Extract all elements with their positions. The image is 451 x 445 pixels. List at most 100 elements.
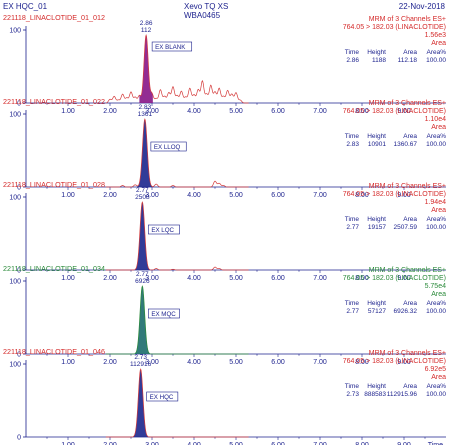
x-tick-label: 3.00 [145,442,159,445]
x-tick-label: 8.00 [355,442,369,445]
sample-label-box [148,224,180,235]
panel-file-name: 221118_LINACLOTIDE_01_034 [3,264,105,273]
panel-transition: 764.05 > 182.03 (LINACLOTIDE) [343,24,446,31]
sample-label: EX LLOQ [154,144,181,151]
x-tick-label: 4.00 [187,108,201,115]
panel-method: MRM of 3 Channels ES+ [369,100,446,107]
table-cell: 888583 [364,391,386,398]
chromatogram-panel-5: 221118_LINACLOTIDE_01_046 MRM of 3 Channe… [3,347,446,445]
table-header: Time [345,383,360,390]
table-cell: 100.00 [426,141,446,148]
report-date: 22-Nov-2018 [398,2,445,11]
apex-area-label: 112916 [130,361,152,368]
x-tick-label: 4.00 [187,442,201,445]
table-cell: 57127 [368,308,386,315]
panel-detection: Area [431,207,446,214]
table-header: Area% [426,216,446,223]
x-tick-label: 4.00 [187,275,201,282]
panel-transition: 764.05 > 182.03 (LINACLOTIDE) [343,358,446,365]
apex-area-label: 6926 [135,278,150,285]
sample-label: EX BLANK [155,44,186,51]
table-cell: 1188 [372,57,386,64]
x-tick-label: 6.00 [271,359,285,366]
table-cell: 2.73 [346,391,359,398]
x-tick-label: 1.00 [61,275,75,282]
apex-time-label: 2.73 [134,354,147,361]
x-tick-label: 2.00 [103,442,117,445]
x-tick-label: 9.00 [397,442,411,445]
sample-label: EX LQC [151,227,174,234]
panel-intensity: 5.75e4 [425,283,447,290]
x-tick-label: 9.00 [397,275,411,282]
y-tick-label: 0 [17,101,21,108]
apex-time-label: 2.83 [139,104,152,111]
table-header: Height [367,216,386,223]
y-tick-label: 0 [17,268,21,275]
x-tick-label: 8.00 [355,108,369,115]
x-tick-label: 6.00 [271,275,285,282]
x-tick-label: 7.00 [313,108,327,115]
apex-time-label: 2.86 [140,20,153,27]
y-tick-label: 100 [9,362,21,369]
x-tick-label: 3.00 [145,359,159,366]
panel-file-name: 221118_LINACLOTIDE_01_022 [3,97,105,106]
x-tick-label: 9.00 [397,192,411,199]
table-header: Area [403,300,417,307]
sample-label-box [150,141,187,152]
panel-transition: 764.05 > 182.03 (LINACLOTIDE) [343,191,446,198]
panel-intensity: 6.92e5 [425,366,447,373]
panel-method: MRM of 3 Channels ES+ [369,183,446,190]
table-header: Area% [426,49,446,56]
x-tick-label: 6.00 [271,108,285,115]
table-cell: 100.00 [426,391,446,398]
chromatogram-panel-1: 221118_LINACLOTIDE_01_012 MRM of 3 Channe… [3,13,446,115]
chromatogram-panel-2: 221118_LINACLOTIDE_01_022 MRM of 3 Channe… [3,97,446,199]
x-tick-label: 7.00 [313,442,327,445]
table-cell: 10901 [368,141,386,148]
table-header: Area% [426,383,446,390]
table-cell: 1360.67 [394,141,418,148]
peak-area [133,369,149,437]
y-tick-label: 100 [9,112,21,119]
panel-file-name: 221118_LINACLOTIDE_01_028 [3,180,105,189]
table-header: Height [367,133,386,140]
peak-area [139,35,153,103]
chromatogram-panel-4: 221118_LINACLOTIDE_01_034 MRM of 3 Channe… [3,264,446,366]
x-tick-label: 6.00 [271,442,285,445]
x-tick-label: 2.00 [103,275,117,282]
x-tick-label: 7.00 [313,192,327,199]
x-tick-label: 2.00 [103,108,117,115]
x-tick-label: 7.00 [313,359,327,366]
panel-intensity: 1.56e3 [425,32,447,39]
apex-area-label: 2508 [135,194,150,201]
x-tick-label: 4.00 [187,192,201,199]
table-header: Time [345,49,360,56]
chromatogram-panel-3: 221118_LINACLOTIDE_01_028 MRM of 3 Channe… [3,180,446,282]
panel-method: MRM of 3 Channels ES+ [369,350,446,357]
x-tick-label: 3.00 [145,275,159,282]
system-id: WBA0465 [184,11,221,20]
trace-line [105,285,249,355]
table-cell: 112915.96 [387,391,418,398]
x-tick-label: 8.00 [355,359,369,366]
x-tick-label: 8.00 [355,192,369,199]
panel-file-name: 221118_LINACLOTIDE_01_046 [3,347,105,356]
x-tick-label: 5.00 [229,359,243,366]
peak-area [137,119,153,187]
x-tick-label: 9.00 [397,108,411,115]
peak-area [134,202,150,270]
x-tick-label: 2.00 [103,192,117,199]
instrument-name: Xevo TQ XS [184,2,229,11]
panel-method: MRM of 3 Channels ES+ [369,16,446,23]
y-tick-label: 100 [9,28,21,35]
table-cell: 6926.32 [394,308,418,315]
sample-label-box [151,41,193,52]
panel-detection: Area [431,124,446,131]
panel-detection: Area [431,40,446,47]
trace-line [105,201,249,271]
table-header: Time [345,133,360,140]
table-cell: 112.18 [398,57,418,64]
x-tick-label: 5.00 [229,442,243,445]
y-tick-label: 0 [17,352,21,359]
panel-transition: 764.05 > 182.03 (LINACLOTIDE) [343,275,446,282]
